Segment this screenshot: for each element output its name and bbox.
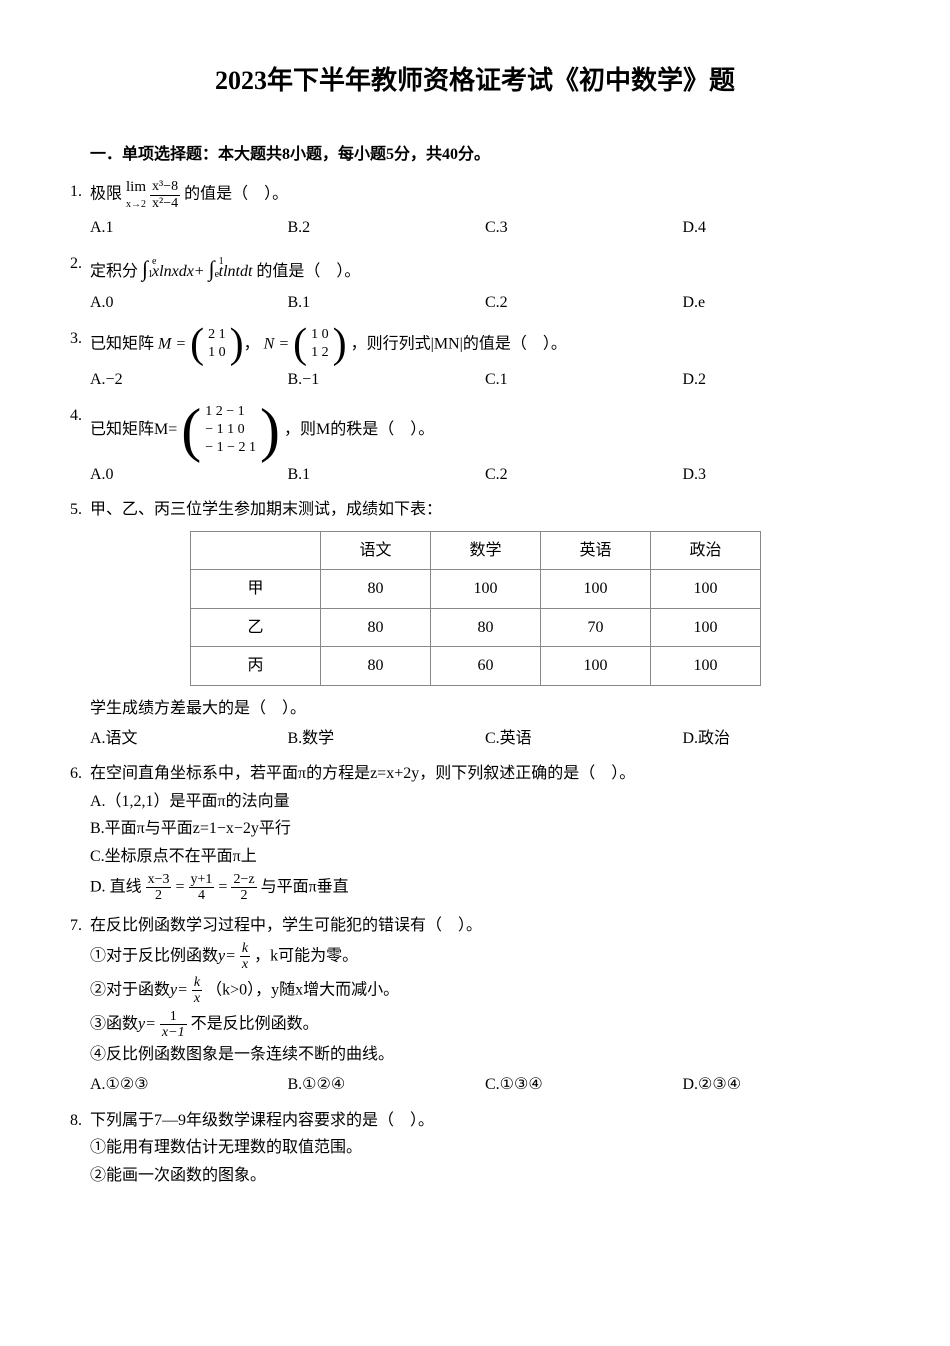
fraction: x³−8 x²−4 bbox=[150, 179, 180, 211]
q6-opt-a[interactable]: A.（1,2,1）是平面π的法向量 bbox=[90, 789, 880, 815]
q1-num: 1. bbox=[70, 179, 90, 205]
table-header-row: 语文 数学 英语 政治 bbox=[191, 531, 761, 570]
q3-opt-a[interactable]: A.−2 bbox=[90, 367, 288, 393]
q7-opt-c[interactable]: C.①③④ bbox=[485, 1072, 683, 1098]
q7-stem: 在反比例函数学习过程中，学生可能犯的错误有（ ）。 bbox=[90, 913, 880, 939]
q7-opt-b[interactable]: B.①②④ bbox=[288, 1072, 486, 1098]
q8-num: 8. bbox=[70, 1108, 90, 1134]
question-5: 5. 甲、乙、丙三位学生参加期末测试，成绩如下表： 语文 数学 英语 政治 甲 … bbox=[70, 497, 880, 751]
q2-opt-a[interactable]: A.0 bbox=[90, 290, 288, 316]
q2-stem: 定积分 ∫e1 xlnxdx+ ∫1e tlntdt 的值是（ ）。 bbox=[90, 251, 880, 286]
q3-num: 3. bbox=[70, 326, 90, 352]
q3-opt-c[interactable]: C.1 bbox=[485, 367, 683, 393]
integral-2: ∫1e bbox=[209, 256, 215, 281]
fraction: y+1 4 bbox=[189, 872, 215, 904]
integral-1: ∫e1 bbox=[142, 256, 148, 281]
limit-expr: lim x→2 bbox=[126, 179, 146, 211]
q6-opt-b[interactable]: B.平面π与平面z=1−x−2y平行 bbox=[90, 816, 880, 842]
fraction: k x bbox=[240, 941, 250, 973]
q5-opt-b[interactable]: B.数学 bbox=[288, 726, 486, 752]
q8-stem: 下列属于7—9年级数学课程内容要求的是（ ）。 bbox=[90, 1108, 880, 1134]
q6-num: 6. bbox=[70, 761, 90, 787]
page-title: 2023年下半年教师资格证考试《初中数学》题 bbox=[70, 60, 880, 102]
fraction: k x bbox=[192, 975, 202, 1007]
question-3: 3. 已知矩阵 M = ( 2 1 1 0 ) ， N = ( 1 0 1 2 … bbox=[70, 326, 880, 393]
matrix-n: ( 1 0 1 2 ) bbox=[293, 326, 347, 364]
q3-opt-b[interactable]: B.−1 bbox=[288, 367, 486, 393]
q2-opt-c[interactable]: C.2 bbox=[485, 290, 683, 316]
q6-opt-c[interactable]: C.坐标原点不在平面π上 bbox=[90, 844, 880, 870]
table-row: 乙 80 80 70 100 bbox=[191, 608, 761, 647]
q1-opt-b[interactable]: B.2 bbox=[288, 215, 486, 241]
q7-s1: ①对于反比例函数y= k x ，k可能为零。 bbox=[90, 941, 880, 973]
q5-options: A.语文 B.数学 C.英语 D.政治 bbox=[70, 726, 880, 752]
q4-opt-c[interactable]: C.2 bbox=[485, 462, 683, 488]
q6-stem: 在空间直角坐标系中，若平面π的方程是z=x+2y，则下列叙述正确的是（ ）。 bbox=[90, 761, 880, 787]
th-english: 英语 bbox=[541, 531, 651, 570]
q3-options: A.−2 B.−1 C.1 D.2 bbox=[70, 367, 880, 393]
q2-options: A.0 B.1 C.2 D.e bbox=[70, 290, 880, 316]
q7-opt-d[interactable]: D.②③④ bbox=[683, 1072, 881, 1098]
q7-opt-a[interactable]: A.①②③ bbox=[90, 1072, 288, 1098]
q5-opt-d[interactable]: D.政治 bbox=[683, 726, 881, 752]
q7-options: A.①②③ B.①②④ C.①③④ D.②③④ bbox=[70, 1072, 880, 1098]
q8-s1: ①能用有理数估计无理数的取值范围。 bbox=[90, 1135, 880, 1161]
q1-opt-d[interactable]: D.4 bbox=[683, 215, 881, 241]
q7-num: 7. bbox=[70, 913, 90, 939]
matrix-m: ( 2 1 1 0 ) bbox=[190, 326, 244, 364]
fraction: 2−z 2 bbox=[231, 872, 256, 904]
q4-opt-b[interactable]: B.1 bbox=[288, 462, 486, 488]
q5-opt-a[interactable]: A.语文 bbox=[90, 726, 288, 752]
fraction: 1 x−1 bbox=[160, 1009, 187, 1041]
question-1: 1. 极限 lim x→2 x³−8 x²−4 的值是（ ）。 A.1 B.2 … bbox=[70, 179, 880, 241]
question-8: 8. 下列属于7—9年级数学课程内容要求的是（ ）。 ①能用有理数估计无理数的取… bbox=[70, 1108, 880, 1189]
th-chinese: 语文 bbox=[321, 531, 431, 570]
q2-num: 2. bbox=[70, 251, 90, 277]
q8-statements: ①能用有理数估计无理数的取值范围。 ②能画一次函数的图象。 bbox=[70, 1135, 880, 1188]
q4-opt-d[interactable]: D.3 bbox=[683, 462, 881, 488]
q5-stem2: 学生成绩方差最大的是（ ）。 bbox=[70, 696, 880, 722]
q3-opt-d[interactable]: D.2 bbox=[683, 367, 881, 393]
q7-s2: ②对于函数y= k x （k>0），y随x增大而减小。 bbox=[90, 975, 880, 1007]
q7-s4: ④反比例函数图象是一条连续不断的曲线。 bbox=[90, 1042, 880, 1068]
section-header: 一．单项选择题：本大题共8小题，每小题5分，共40分。 bbox=[70, 142, 880, 168]
q2-opt-b[interactable]: B.1 bbox=[288, 290, 486, 316]
q5-stem: 甲、乙、丙三位学生参加期末测试，成绩如下表： bbox=[90, 497, 880, 523]
q4-options: A.0 B.1 C.2 D.3 bbox=[70, 462, 880, 488]
q7-statements: ①对于反比例函数y= k x ，k可能为零。 ②对于函数y= k x （k>0）… bbox=[70, 941, 880, 1068]
q3-stem: 已知矩阵 M = ( 2 1 1 0 ) ， N = ( 1 0 1 2 ) ，… bbox=[90, 326, 880, 364]
question-6: 6. 在空间直角坐标系中，若平面π的方程是z=x+2y，则下列叙述正确的是（ ）… bbox=[70, 761, 880, 903]
fraction: x−3 2 bbox=[146, 872, 172, 904]
question-4: 4. 已知矩阵M= ( 1 2 − 1 − 1 1 0 − 1 − 2 1 ) … bbox=[70, 403, 880, 487]
q4-stem: 已知矩阵M= ( 1 2 − 1 − 1 1 0 − 1 − 2 1 ) ，则M… bbox=[90, 403, 880, 458]
q7-s3: ③函数y= 1 x−1 不是反比例函数。 bbox=[90, 1009, 880, 1041]
q2-opt-d[interactable]: D.e bbox=[683, 290, 881, 316]
th-politics: 政治 bbox=[651, 531, 761, 570]
q1-stem: 极限 lim x→2 x³−8 x²−4 的值是（ ）。 bbox=[90, 179, 880, 211]
th-math: 数学 bbox=[431, 531, 541, 570]
q4-opt-a[interactable]: A.0 bbox=[90, 462, 288, 488]
q6-opt-d[interactable]: D. 直线 x−3 2 = y+1 4 = 2−z 2 与平面π垂直 bbox=[90, 872, 880, 904]
q1-opt-a[interactable]: A.1 bbox=[90, 215, 288, 241]
q1-options: A.1 B.2 C.3 D.4 bbox=[70, 215, 880, 241]
question-2: 2. 定积分 ∫e1 xlnxdx+ ∫1e tlntdt 的值是（ ）。 A.… bbox=[70, 251, 880, 316]
q8-s2: ②能画一次函数的图象。 bbox=[90, 1163, 880, 1189]
question-7: 7. 在反比例函数学习过程中，学生可能犯的错误有（ ）。 ①对于反比例函数y= … bbox=[70, 913, 880, 1097]
table-row: 丙 80 60 100 100 bbox=[191, 647, 761, 686]
th-blank bbox=[191, 531, 321, 570]
q5-opt-c[interactable]: C.英语 bbox=[485, 726, 683, 752]
score-table: 语文 数学 英语 政治 甲 80 100 100 100 乙 80 80 70 … bbox=[190, 531, 761, 686]
matrix-m4: ( 1 2 − 1 − 1 1 0 − 1 − 2 1 ) bbox=[181, 403, 280, 458]
q5-num: 5. bbox=[70, 497, 90, 523]
q1-opt-c[interactable]: C.3 bbox=[485, 215, 683, 241]
q6-options: A.（1,2,1）是平面π的法向量 B.平面π与平面z=1−x−2y平行 C.坐… bbox=[70, 789, 880, 904]
q4-num: 4. bbox=[70, 403, 90, 429]
table-row: 甲 80 100 100 100 bbox=[191, 570, 761, 609]
